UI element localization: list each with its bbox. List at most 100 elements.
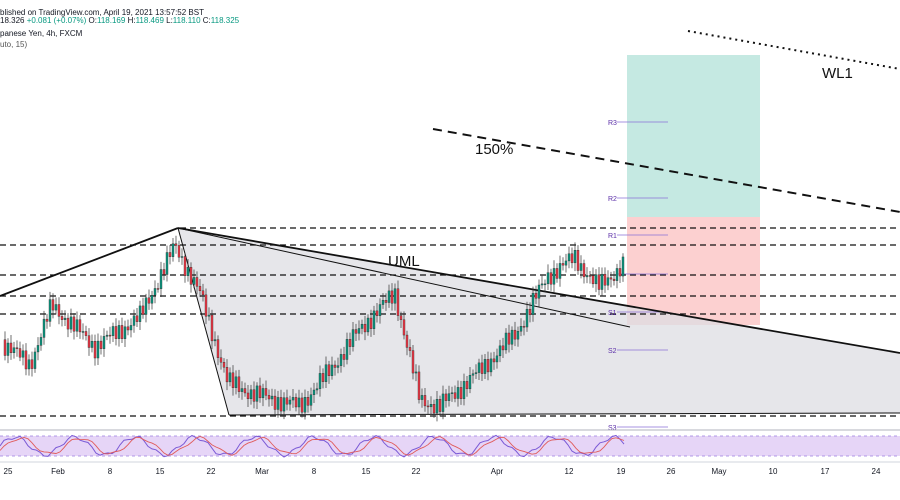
candle-body — [81, 331, 85, 333]
candle-body — [264, 388, 268, 396]
time-tick-label: Mar — [255, 467, 269, 476]
candle-body — [432, 404, 436, 414]
candle-body — [525, 308, 529, 328]
price-change: +0.081 (+0.07%) — [26, 16, 87, 25]
candle-body — [120, 325, 124, 339]
candle-body — [492, 358, 496, 363]
candle-body — [396, 288, 400, 316]
time-tick-label: 12 — [565, 467, 574, 476]
candle-body — [612, 278, 616, 281]
annotation-150pct: 150% — [475, 141, 513, 158]
candle-body — [342, 354, 346, 360]
candle-body — [39, 337, 43, 346]
candle-body — [12, 347, 16, 354]
candle-body — [327, 364, 331, 376]
time-tick-label: Feb — [51, 467, 65, 476]
candle-body — [330, 364, 334, 376]
time-tick-label: 22 — [412, 467, 421, 476]
candle-body — [75, 319, 79, 332]
candle-body — [84, 331, 88, 336]
candle-body — [447, 393, 451, 401]
candle-body — [324, 364, 328, 382]
candle-body — [126, 326, 130, 331]
candle-body — [381, 300, 385, 305]
candle-body — [243, 388, 247, 394]
candle-body — [192, 277, 196, 285]
candle-body — [522, 326, 526, 328]
pitchfork-base — [228, 412, 900, 416]
candle-body — [540, 283, 544, 286]
time-tick-label: 22 — [207, 467, 216, 476]
time-tick-label: 19 — [617, 467, 626, 476]
time-tick-label: 15 — [156, 467, 165, 476]
pivot-s2-label: S2 — [608, 348, 617, 355]
candle-body — [225, 367, 229, 383]
candle-body — [546, 272, 550, 285]
candle-body — [372, 310, 376, 329]
candle-body — [510, 329, 514, 345]
candle-body — [603, 273, 607, 286]
candle-body — [18, 348, 22, 358]
time-tick-label: 15 — [362, 467, 371, 476]
candle-body — [210, 314, 214, 342]
candle-body — [294, 397, 298, 408]
candle-body — [66, 317, 70, 330]
candle-body — [519, 326, 523, 332]
candle-body — [315, 388, 319, 391]
candle-body — [354, 329, 358, 334]
time-axis: 25 Feb 8 15 22 Mar 8 15 22 Apr 12 19 26 May 10 17 24 — [4, 467, 881, 476]
indicator-info: uto, 15) — [0, 40, 28, 49]
candle-body — [24, 350, 28, 370]
candle-body — [543, 283, 547, 286]
candle-body — [285, 397, 289, 405]
candle-body — [45, 318, 49, 322]
candle-body — [513, 329, 517, 340]
pivot-r1-label: R1 — [608, 233, 617, 240]
candle-body — [615, 268, 619, 281]
candle-body — [147, 297, 151, 304]
candle-body — [399, 315, 403, 320]
candle-body — [486, 359, 490, 373]
candle-body — [228, 372, 232, 383]
candle-body — [219, 357, 223, 363]
rising-trendline — [0, 227, 179, 297]
candle-body — [291, 397, 295, 401]
candle-body — [99, 340, 103, 349]
candle-body — [165, 252, 169, 275]
candle-body — [156, 288, 160, 290]
candle-body — [87, 335, 91, 348]
candle-body — [585, 275, 589, 278]
annotation-uml: UML — [388, 253, 420, 270]
candlestick-series[interactable] — [3, 235, 625, 422]
candle-body — [60, 316, 64, 320]
pitchfork-inner-line — [177, 227, 631, 328]
candle-body — [201, 290, 205, 296]
candle-body — [276, 397, 280, 410]
candle-body — [606, 277, 610, 286]
candle-body — [90, 341, 94, 348]
candle-body — [222, 362, 226, 368]
candle-body — [468, 374, 472, 390]
target-zone[interactable] — [627, 55, 760, 217]
candle-body — [255, 385, 259, 402]
candle-body — [309, 394, 313, 406]
candle-body — [423, 395, 427, 407]
pitchfork-fill — [178, 229, 900, 415]
candle-body — [384, 300, 388, 303]
candle-body — [246, 392, 250, 400]
annotation-wl1: WL1 — [822, 65, 853, 82]
pivot-r3-label: R3 — [608, 120, 617, 127]
candle-body — [501, 345, 505, 351]
candle-body — [564, 260, 568, 266]
candle-body — [102, 336, 106, 349]
candle-body — [339, 354, 343, 366]
candle-body — [96, 340, 100, 359]
high-label: H: — [127, 16, 136, 25]
candle-body — [204, 294, 208, 317]
candle-body — [207, 314, 211, 317]
candle-body — [252, 389, 256, 402]
trend-lines[interactable] — [0, 30, 900, 416]
candle-body — [258, 385, 262, 399]
candle-body — [534, 292, 538, 299]
